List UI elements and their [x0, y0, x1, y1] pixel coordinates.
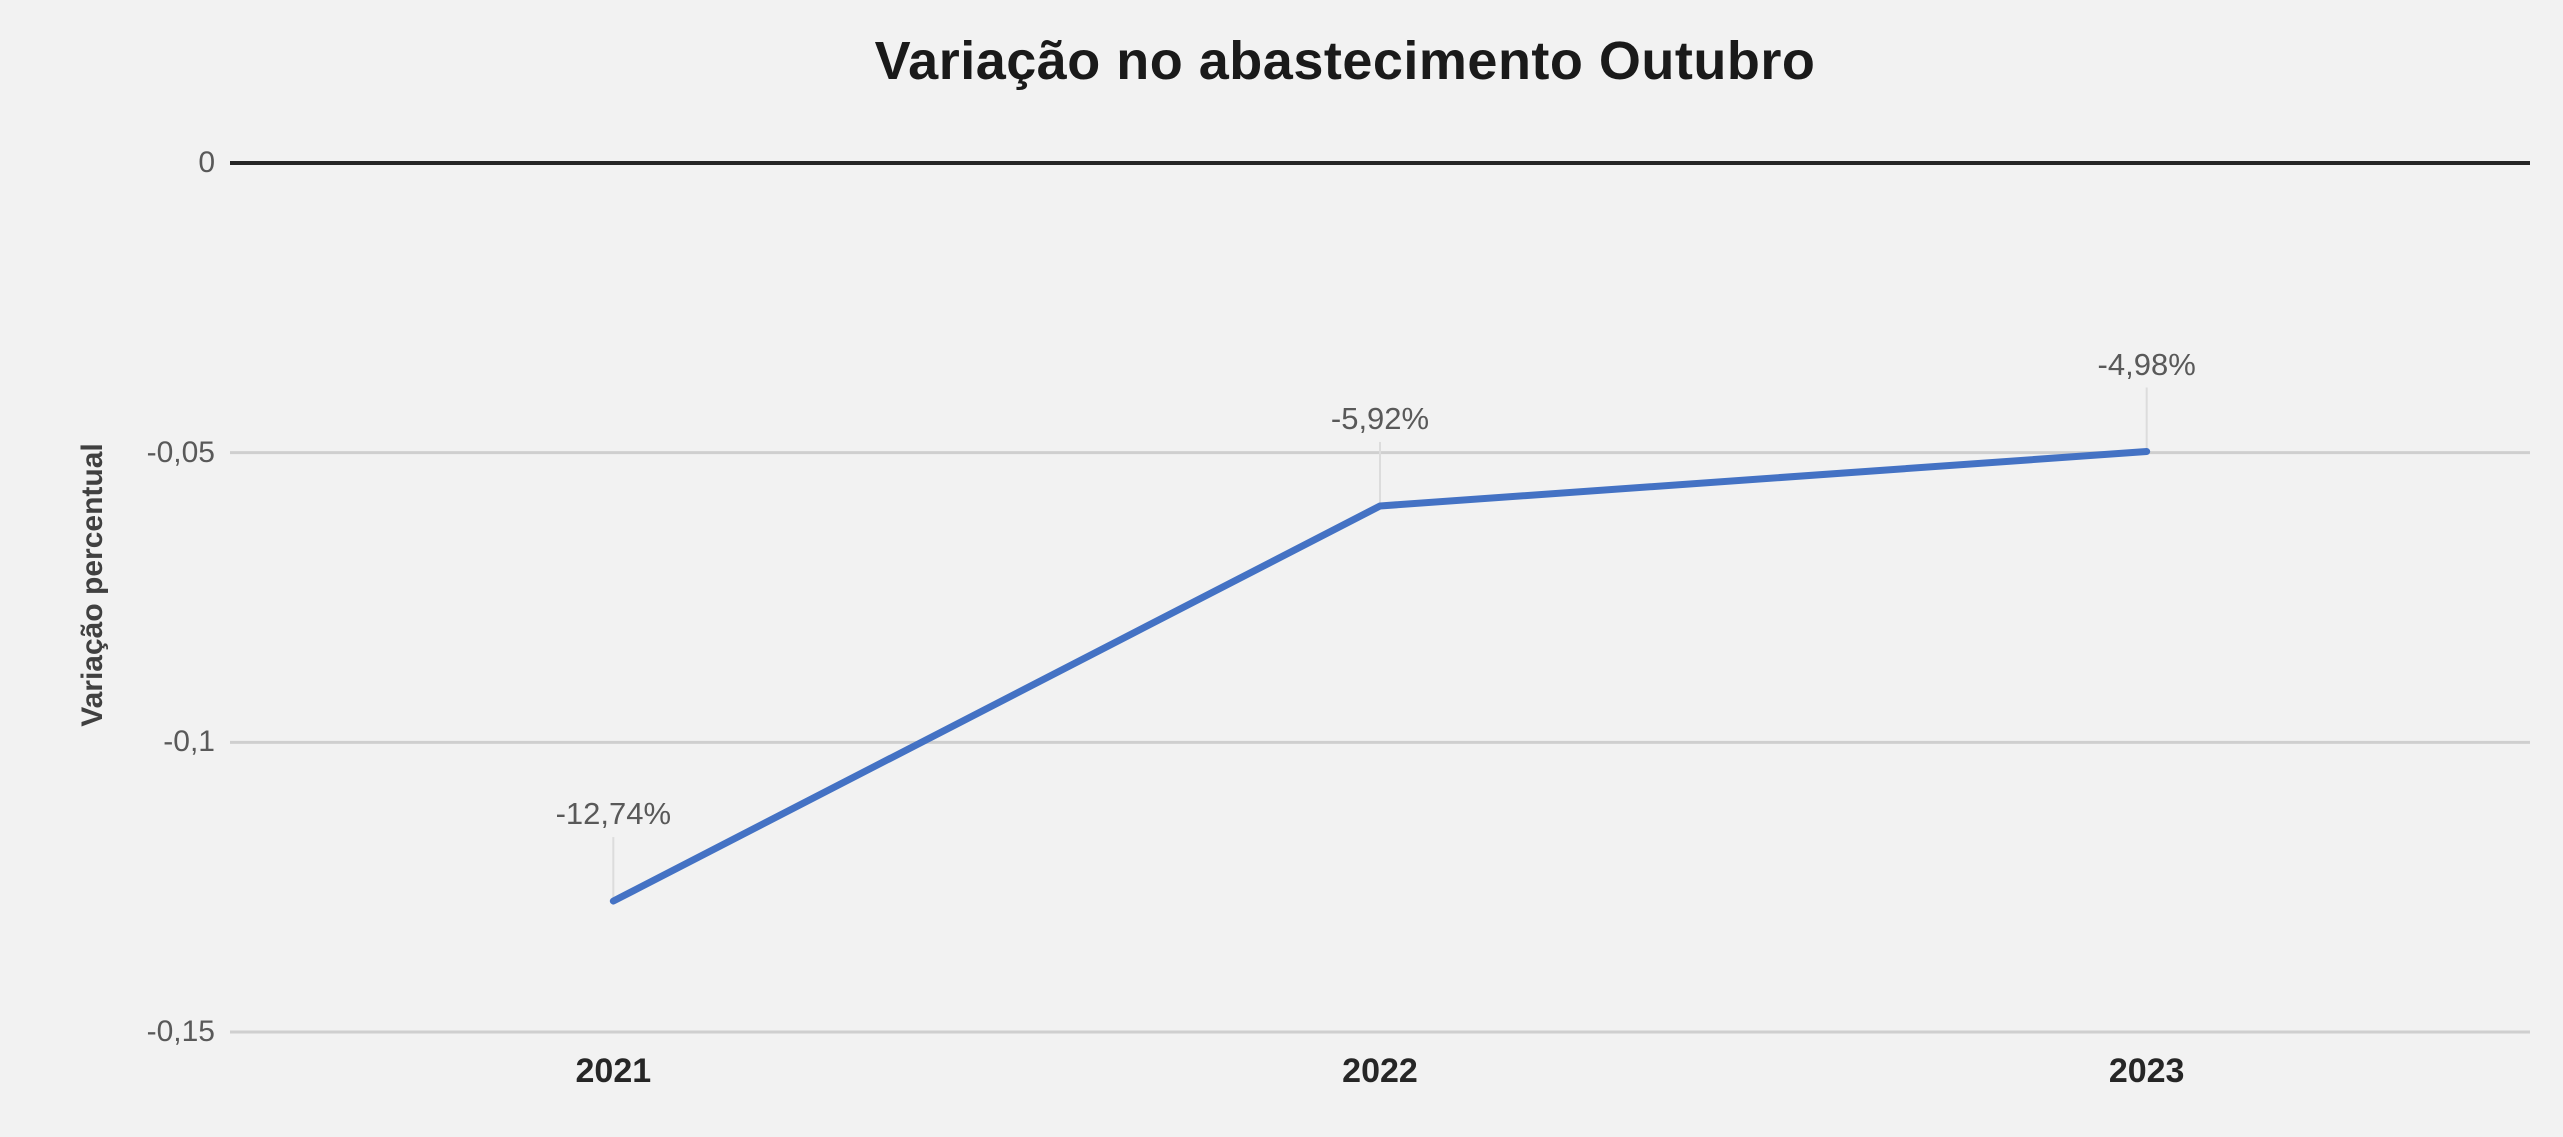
- data-label: -12,74%: [555, 796, 672, 832]
- data-label: -5,92%: [1330, 400, 1430, 436]
- chart-title: Variação no abastecimento Outubro: [874, 31, 1816, 91]
- x-category-label: 2022: [1342, 1052, 1418, 1090]
- y-tick-label: -0,15: [146, 1015, 215, 1048]
- x-category-label: 2021: [575, 1052, 652, 1090]
- data-label: -4,98%: [2097, 346, 2196, 382]
- series-line: [609, 448, 2151, 905]
- x-category-label: 2023: [2108, 1052, 2185, 1090]
- y-tick-label: -0,05: [146, 435, 215, 469]
- y-tick-label: -0,1: [163, 725, 215, 759]
- y-tick-label: 0: [198, 146, 215, 179]
